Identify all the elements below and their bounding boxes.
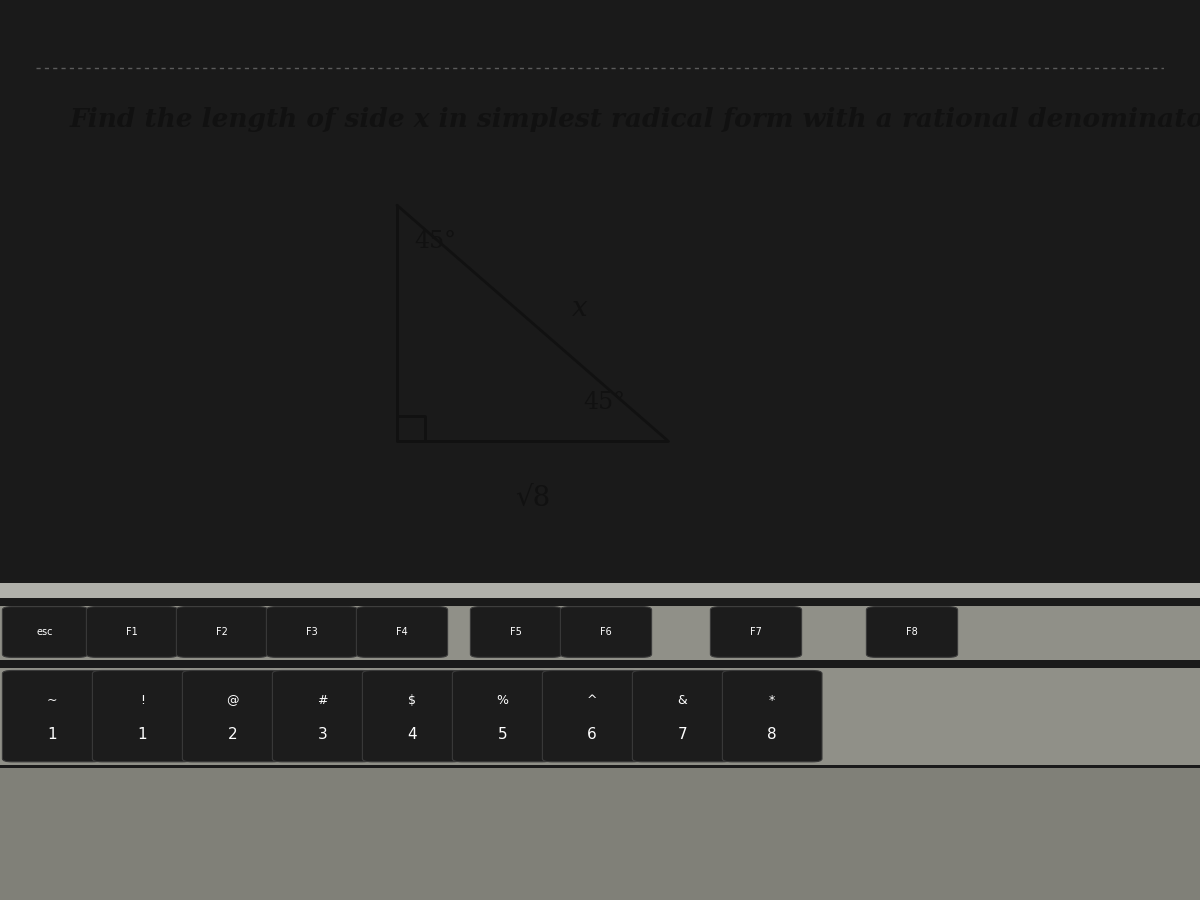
FancyBboxPatch shape bbox=[560, 607, 652, 657]
Text: 8: 8 bbox=[767, 727, 778, 742]
Text: 3: 3 bbox=[317, 727, 328, 742]
FancyBboxPatch shape bbox=[2, 670, 102, 761]
FancyBboxPatch shape bbox=[866, 607, 958, 657]
Bar bbox=[0, 513, 1200, 582]
Text: esc: esc bbox=[37, 627, 53, 637]
Text: !: ! bbox=[139, 694, 145, 707]
Text: 1: 1 bbox=[137, 727, 148, 742]
FancyBboxPatch shape bbox=[272, 670, 372, 761]
Bar bbox=[0, 582, 1200, 599]
Text: ^: ^ bbox=[587, 694, 598, 707]
Text: #: # bbox=[317, 694, 328, 707]
Text: 4: 4 bbox=[407, 727, 418, 742]
Text: 6: 6 bbox=[587, 727, 598, 742]
Text: $: $ bbox=[408, 694, 416, 707]
Text: 2: 2 bbox=[227, 727, 238, 742]
Text: 5: 5 bbox=[497, 727, 508, 742]
FancyBboxPatch shape bbox=[182, 670, 282, 761]
Bar bbox=[0, 668, 1200, 765]
FancyBboxPatch shape bbox=[266, 607, 358, 657]
Text: @: @ bbox=[226, 694, 239, 707]
Text: F4: F4 bbox=[396, 627, 408, 637]
FancyBboxPatch shape bbox=[92, 670, 192, 761]
Text: *: * bbox=[769, 694, 775, 707]
Text: F7: F7 bbox=[750, 627, 762, 637]
Text: F8: F8 bbox=[906, 627, 918, 637]
Text: F6: F6 bbox=[600, 627, 612, 637]
FancyBboxPatch shape bbox=[470, 607, 562, 657]
FancyBboxPatch shape bbox=[2, 607, 88, 657]
Text: 45°: 45° bbox=[414, 230, 456, 253]
FancyBboxPatch shape bbox=[452, 670, 552, 761]
Text: F1: F1 bbox=[126, 627, 138, 637]
Text: x: x bbox=[572, 294, 588, 321]
FancyBboxPatch shape bbox=[356, 607, 448, 657]
FancyBboxPatch shape bbox=[542, 670, 642, 761]
Bar bbox=[0, 769, 1200, 900]
Text: ~: ~ bbox=[47, 694, 58, 707]
Text: 45°: 45° bbox=[583, 391, 625, 414]
FancyBboxPatch shape bbox=[632, 670, 732, 761]
Text: F3: F3 bbox=[306, 627, 318, 637]
Text: &: & bbox=[677, 694, 688, 707]
Text: √8: √8 bbox=[515, 485, 550, 512]
Text: F5: F5 bbox=[510, 627, 522, 637]
Text: F2: F2 bbox=[216, 627, 228, 637]
Text: Find the length of side x in simplest radical form with a rational denominator.: Find the length of side x in simplest ra… bbox=[70, 107, 1200, 132]
FancyBboxPatch shape bbox=[176, 607, 268, 657]
Text: 7: 7 bbox=[677, 727, 688, 742]
Text: 1: 1 bbox=[47, 727, 58, 742]
FancyBboxPatch shape bbox=[722, 670, 822, 761]
FancyBboxPatch shape bbox=[86, 607, 178, 657]
Text: %: % bbox=[497, 694, 509, 707]
Bar bbox=[0, 606, 1200, 660]
FancyBboxPatch shape bbox=[710, 607, 802, 657]
FancyBboxPatch shape bbox=[362, 670, 462, 761]
